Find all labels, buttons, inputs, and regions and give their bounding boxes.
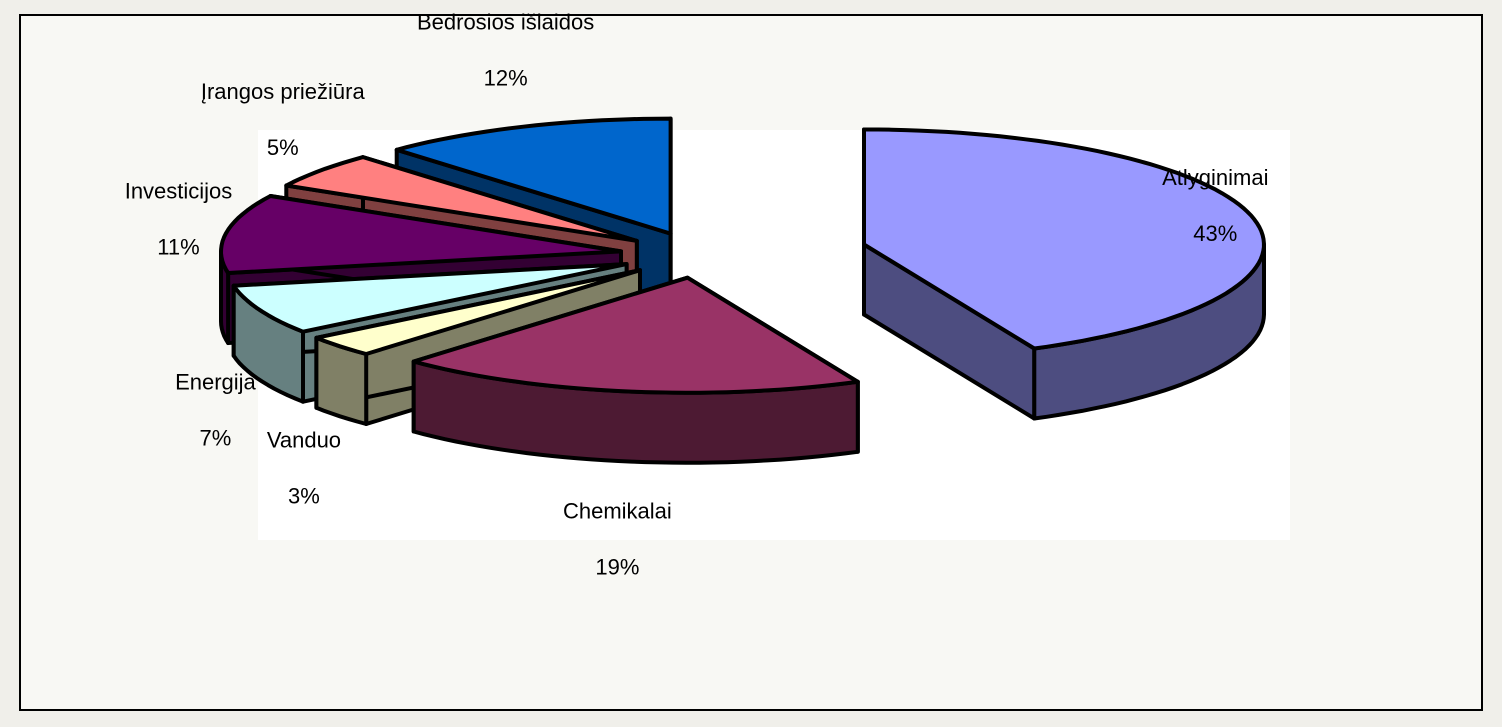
- slice: [394, 116, 673, 236]
- value-label: 43%: [1193, 221, 1237, 246]
- category-label: Energija: [175, 370, 256, 395]
- slice: [411, 275, 860, 395]
- slice: [231, 262, 629, 334]
- category-label: Investicijos: [125, 179, 233, 204]
- slice: [284, 155, 639, 243]
- value-label: 3%: [288, 483, 320, 508]
- labels: Bedrosios išlaidos 12% Įrangos priežiūra 5%…: [125, 10, 1269, 580]
- slice: [314, 268, 642, 356]
- value-label: 5%: [267, 135, 299, 160]
- category-label: Bedrosios išlaidos: [417, 10, 594, 35]
- category-label: Atlyginimai: [1162, 165, 1268, 190]
- pie: [219, 116, 1266, 465]
- value-label: 11%: [157, 235, 199, 260]
- value-label: 19%: [595, 555, 639, 580]
- value-label: 12%: [484, 66, 528, 91]
- slice: [862, 127, 1266, 351]
- slice: [219, 194, 623, 275]
- category-label: Chemikalai: [563, 499, 672, 524]
- category-label: Vanduo: [267, 427, 341, 452]
- value-label: 7%: [200, 426, 232, 451]
- category-label: Įrangos priežiūra: [201, 79, 366, 104]
